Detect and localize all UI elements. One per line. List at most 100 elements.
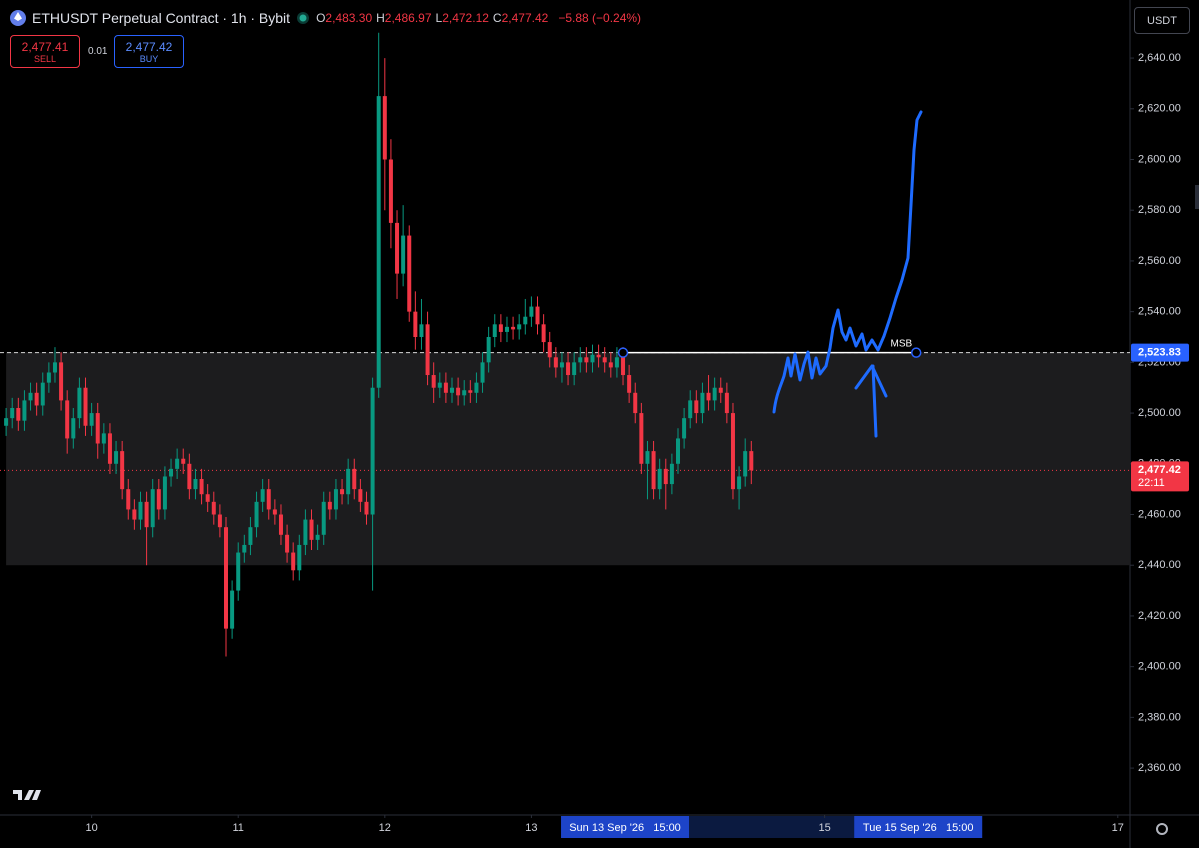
symbol: ETHUSDT Perpetual Contract · 1h · Bybit	[32, 10, 291, 26]
y-tick-label: 2,380.00	[1138, 711, 1181, 723]
candle-body	[706, 392, 711, 401]
candle-body	[676, 438, 680, 464]
candle-body	[614, 357, 619, 368]
candle-body	[272, 509, 277, 515]
candle-body	[645, 451, 650, 464]
candle-body	[162, 476, 167, 510]
candle-body	[724, 392, 729, 414]
scroll-handle	[1195, 185, 1199, 209]
candle-body	[456, 387, 461, 396]
candle-body	[443, 382, 448, 393]
ohlc: O2,483.30 H2,486.97 L2,472.12 C2,477.42	[316, 11, 552, 25]
candle-body	[633, 392, 638, 414]
x-tick-label: 15	[818, 822, 830, 834]
candle-body	[211, 501, 216, 515]
candle-body	[364, 501, 369, 515]
candle-body	[376, 96, 381, 388]
candle-body	[474, 382, 479, 393]
candle-body	[657, 468, 662, 490]
candle-body	[669, 463, 674, 485]
candle-body	[28, 392, 33, 401]
change: −5.88 (−0.24%)	[558, 11, 642, 25]
y-tick-label: 2,620.00	[1138, 103, 1181, 115]
buy-button[interactable]: 2,477.42 BUY	[114, 35, 184, 68]
x-highlight-label: Sun 13 Sep '26 15:00	[569, 822, 681, 834]
candle-body	[688, 400, 693, 419]
currency-button[interactable]: USDT	[1134, 7, 1190, 34]
y-tick-label: 2,580.00	[1138, 204, 1181, 216]
candle-body	[608, 362, 613, 368]
candle-body	[327, 501, 332, 510]
candle-body	[639, 413, 644, 464]
candle-body	[321, 501, 326, 535]
price-label-bg	[1131, 343, 1189, 362]
y-tick-label: 2,400.00	[1138, 661, 1181, 673]
candle-body	[425, 324, 430, 376]
candle-body	[492, 324, 497, 338]
y-tick-label: 2,640.00	[1138, 52, 1181, 64]
candle-body	[156, 489, 161, 510]
msb-anchor	[617, 347, 629, 358]
candle-body	[144, 501, 149, 528]
candle-body	[193, 479, 198, 490]
candle-body	[749, 451, 754, 471]
zone	[6, 352, 1130, 566]
candle-body	[468, 390, 473, 393]
settings-icon[interactable]	[1156, 823, 1168, 835]
candle-body	[224, 527, 228, 629]
candle-body	[254, 501, 259, 528]
msb-label: MSB	[891, 338, 913, 349]
candle-body	[358, 489, 363, 502]
candle-body	[309, 519, 314, 540]
candle-body	[419, 324, 424, 338]
candle-body	[236, 552, 241, 591]
ohlc-value: 2,472.12	[442, 11, 489, 25]
candle-body	[730, 413, 735, 490]
buy-price: 2,477.42	[125, 39, 173, 54]
candle-body	[16, 408, 21, 421]
candle-body	[682, 418, 687, 439]
candle-body	[181, 458, 186, 464]
candle-body	[547, 342, 552, 358]
candle-body	[663, 468, 668, 485]
candle-body	[413, 311, 418, 338]
candle-body	[407, 235, 412, 312]
candle-body	[602, 357, 607, 363]
candle-body	[535, 306, 540, 325]
candle-body	[596, 354, 601, 358]
y-tick-label: 2,540.00	[1138, 306, 1181, 318]
sell-button[interactable]: 2,477.41 SELL	[10, 35, 80, 68]
candle-body	[395, 222, 400, 274]
candle-body	[584, 357, 589, 363]
x-highlight-label: Tue 15 Sep '26 15:00	[863, 822, 974, 834]
ohlc-value: 2,477.42	[501, 11, 549, 25]
price-label-bg	[1131, 461, 1189, 492]
candle-body	[523, 316, 528, 325]
candle-body	[553, 357, 558, 368]
candle-body	[291, 552, 296, 571]
candle-body	[517, 324, 522, 330]
candle-body	[4, 418, 9, 426]
candle-body	[694, 400, 699, 414]
candle-body	[150, 489, 155, 528]
candle-body	[187, 463, 192, 490]
candle-body	[333, 489, 338, 510]
y-tick-label: 2,460.00	[1138, 508, 1181, 520]
candle-body	[450, 387, 454, 393]
candle-body	[511, 326, 516, 330]
candle-body	[71, 418, 76, 439]
candle-body	[205, 494, 210, 502]
candle-body	[132, 509, 137, 520]
drawing-layer: MSB 2,360.00 2,380.00 2,400.00 2,420.00 2,440…	[0, 32, 1189, 838]
candle-body	[431, 375, 436, 388]
price-label: 2,523.83	[1138, 347, 1181, 359]
y-tick-label: 2,500.00	[1138, 407, 1181, 419]
ohlc-value: 2,486.97	[384, 11, 432, 25]
candle-body	[101, 433, 106, 444]
candle-body	[340, 489, 345, 495]
price-label: 2,477.42	[1138, 464, 1181, 476]
candle-body	[34, 392, 39, 406]
x-tick-label: 11	[233, 822, 244, 834]
